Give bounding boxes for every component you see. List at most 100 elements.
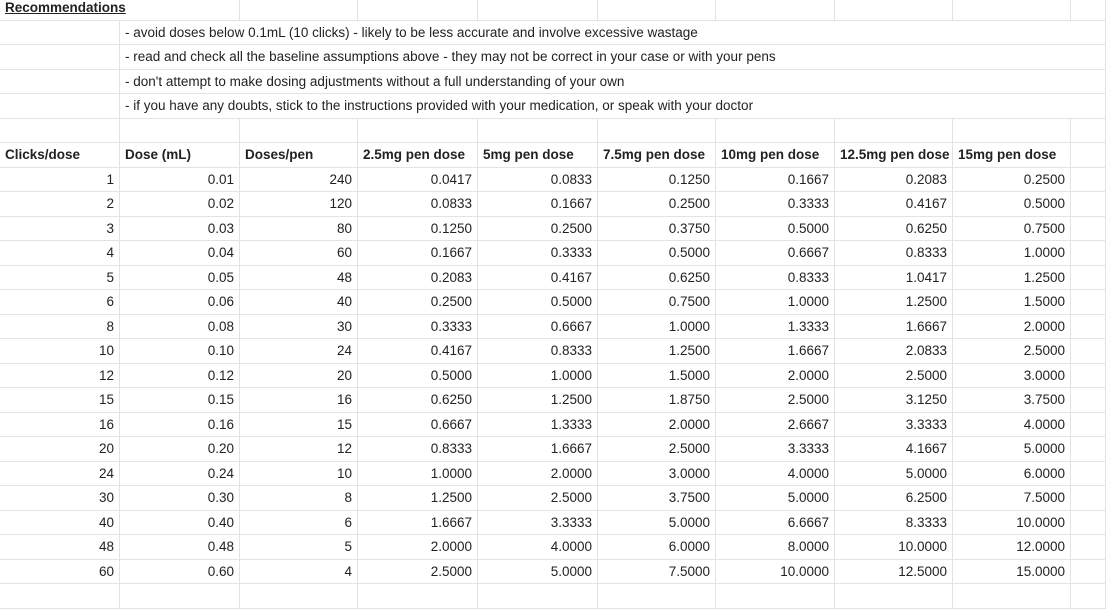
- table-cell[interactable]: 1.8750: [598, 388, 716, 413]
- table-cell[interactable]: 12.0000: [953, 535, 1071, 560]
- table-cell[interactable]: 1.0417: [835, 265, 953, 290]
- table-cell[interactable]: 2.6667: [716, 412, 835, 437]
- table-cell[interactable]: 0.05: [120, 265, 240, 290]
- table-cell[interactable]: 15.0000: [953, 559, 1071, 584]
- table-cell[interactable]: 1.2500: [358, 486, 478, 511]
- empty-cell[interactable]: [1071, 314, 1106, 339]
- table-cell[interactable]: 0.40: [120, 510, 240, 535]
- table-cell[interactable]: 2.0833: [835, 339, 953, 364]
- table-cell[interactable]: 0.6667: [478, 314, 598, 339]
- table-cell[interactable]: 0.6667: [716, 241, 835, 266]
- table-cell[interactable]: 2.5000: [358, 559, 478, 584]
- table-cell[interactable]: 1.2500: [953, 265, 1071, 290]
- table-cell[interactable]: 0.10: [120, 339, 240, 364]
- table-cell[interactable]: 0.2500: [598, 192, 716, 217]
- table-cell[interactable]: 2: [0, 192, 120, 217]
- empty-cell[interactable]: [835, 118, 953, 143]
- table-cell[interactable]: 24: [0, 461, 120, 486]
- column-header[interactable]: 10mg pen dose: [716, 143, 835, 168]
- recommendation-item[interactable]: - don't attempt to make dosing adjustmen…: [120, 69, 1106, 94]
- empty-cell[interactable]: [1071, 265, 1106, 290]
- table-cell[interactable]: 0.5000: [716, 216, 835, 241]
- table-cell[interactable]: 0.5000: [478, 290, 598, 315]
- empty-cell[interactable]: [1071, 510, 1106, 535]
- table-cell[interactable]: 2.5000: [598, 437, 716, 462]
- empty-cell[interactable]: [1071, 388, 1106, 413]
- table-cell[interactable]: 0.30: [120, 486, 240, 511]
- table-cell[interactable]: 0.1250: [598, 167, 716, 192]
- table-cell[interactable]: 7.5000: [598, 559, 716, 584]
- table-cell[interactable]: 0.24: [120, 461, 240, 486]
- table-cell[interactable]: 0.3333: [358, 314, 478, 339]
- column-header[interactable]: 15mg pen dose: [953, 143, 1071, 168]
- table-cell[interactable]: 5: [240, 535, 358, 560]
- table-cell[interactable]: 0.8333: [478, 339, 598, 364]
- table-cell[interactable]: 1.6667: [478, 437, 598, 462]
- table-cell[interactable]: 4.0000: [953, 412, 1071, 437]
- table-cell[interactable]: 3.3333: [478, 510, 598, 535]
- table-cell[interactable]: 0.7500: [598, 290, 716, 315]
- empty-cell[interactable]: [358, 118, 478, 143]
- empty-cell[interactable]: [598, 0, 716, 21]
- recommendation-item[interactable]: - read and check all the baseline assump…: [120, 45, 1106, 70]
- table-cell[interactable]: 0.3333: [478, 241, 598, 266]
- empty-cell[interactable]: [1071, 290, 1106, 315]
- empty-cell[interactable]: [120, 0, 240, 21]
- column-header[interactable]: 12.5mg pen dose: [835, 143, 953, 168]
- table-cell[interactable]: 0.20: [120, 437, 240, 462]
- table-cell[interactable]: 0.8333: [835, 241, 953, 266]
- table-cell[interactable]: 1.6667: [835, 314, 953, 339]
- table-cell[interactable]: 0.4167: [358, 339, 478, 364]
- table-cell[interactable]: 1.0000: [716, 290, 835, 315]
- table-cell[interactable]: 4.0000: [478, 535, 598, 560]
- table-cell[interactable]: 0.6250: [358, 388, 478, 413]
- table-cell[interactable]: 6.0000: [953, 461, 1071, 486]
- table-cell[interactable]: 0.16: [120, 412, 240, 437]
- table-cell[interactable]: 48: [240, 265, 358, 290]
- table-cell[interactable]: 0.5000: [358, 363, 478, 388]
- table-cell[interactable]: 0.12: [120, 363, 240, 388]
- table-cell[interactable]: 4.0000: [716, 461, 835, 486]
- empty-cell[interactable]: [240, 118, 358, 143]
- table-cell[interactable]: 4: [240, 559, 358, 584]
- table-cell[interactable]: 120: [240, 192, 358, 217]
- table-cell[interactable]: 1.0000: [358, 461, 478, 486]
- table-cell[interactable]: 0.4167: [835, 192, 953, 217]
- table-cell[interactable]: 0.03: [120, 216, 240, 241]
- table-cell[interactable]: 3.3333: [835, 412, 953, 437]
- table-cell[interactable]: 80: [240, 216, 358, 241]
- empty-cell[interactable]: [0, 69, 120, 94]
- table-cell[interactable]: 6: [0, 290, 120, 315]
- table-cell[interactable]: 8.3333: [835, 510, 953, 535]
- empty-cell[interactable]: [1071, 143, 1106, 168]
- empty-cell[interactable]: [1071, 461, 1106, 486]
- empty-cell[interactable]: [835, 584, 953, 609]
- table-cell[interactable]: 3.3333: [716, 437, 835, 462]
- table-cell[interactable]: 48: [0, 535, 120, 560]
- table-cell[interactable]: 40: [0, 510, 120, 535]
- table-cell[interactable]: 0.15: [120, 388, 240, 413]
- table-cell[interactable]: 0.02: [120, 192, 240, 217]
- empty-cell[interactable]: [1071, 216, 1106, 241]
- table-cell[interactable]: 2.5000: [835, 363, 953, 388]
- table-cell[interactable]: 5.0000: [716, 486, 835, 511]
- table-cell[interactable]: 1.6667: [358, 510, 478, 535]
- empty-cell[interactable]: [1071, 0, 1106, 21]
- recommendation-item[interactable]: - if you have any doubts, stick to the i…: [120, 94, 1106, 119]
- table-cell[interactable]: 40: [240, 290, 358, 315]
- empty-cell[interactable]: [1071, 241, 1106, 266]
- table-cell[interactable]: 10.0000: [953, 510, 1071, 535]
- table-cell[interactable]: 10: [0, 339, 120, 364]
- table-cell[interactable]: 60: [0, 559, 120, 584]
- column-header[interactable]: Clicks/dose: [0, 143, 120, 168]
- table-cell[interactable]: 0.0833: [358, 192, 478, 217]
- table-cell[interactable]: 4: [0, 241, 120, 266]
- table-cell[interactable]: 0.2500: [478, 216, 598, 241]
- empty-cell[interactable]: [1071, 118, 1106, 143]
- table-cell[interactable]: 12: [0, 363, 120, 388]
- table-cell[interactable]: 240: [240, 167, 358, 192]
- empty-cell[interactable]: [0, 584, 120, 609]
- column-header[interactable]: 2.5mg pen dose: [358, 143, 478, 168]
- empty-cell[interactable]: [358, 0, 478, 21]
- empty-cell[interactable]: [1071, 584, 1106, 609]
